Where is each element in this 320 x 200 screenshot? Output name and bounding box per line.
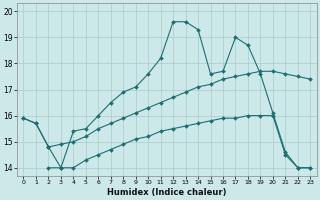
X-axis label: Humidex (Indice chaleur): Humidex (Indice chaleur) [107,188,227,197]
